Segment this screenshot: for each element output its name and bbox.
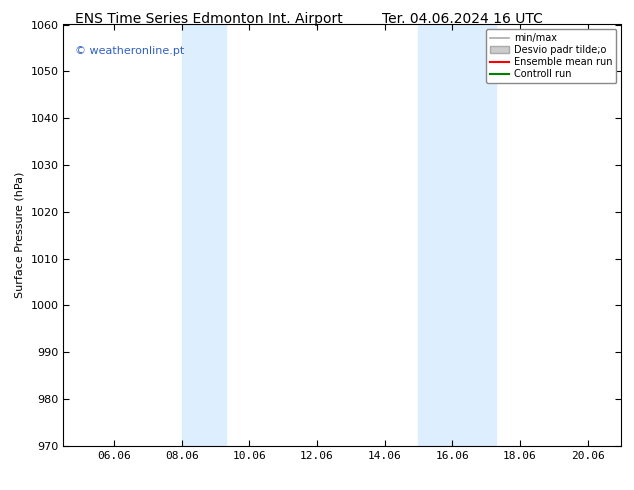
Text: ENS Time Series Edmonton Int. Airport: ENS Time Series Edmonton Int. Airport [75, 12, 343, 26]
Text: Ter. 04.06.2024 16 UTC: Ter. 04.06.2024 16 UTC [382, 12, 543, 26]
Text: © weatheronline.pt: © weatheronline.pt [75, 46, 184, 55]
Bar [418, 24, 496, 446]
Y-axis label: Surface Pressure (hPa): Surface Pressure (hPa) [15, 172, 25, 298]
Bar [182, 24, 226, 446]
Legend: min/max, Desvio padr tilde;o, Ensemble mean run, Controll run: min/max, Desvio padr tilde;o, Ensemble m… [486, 29, 616, 83]
